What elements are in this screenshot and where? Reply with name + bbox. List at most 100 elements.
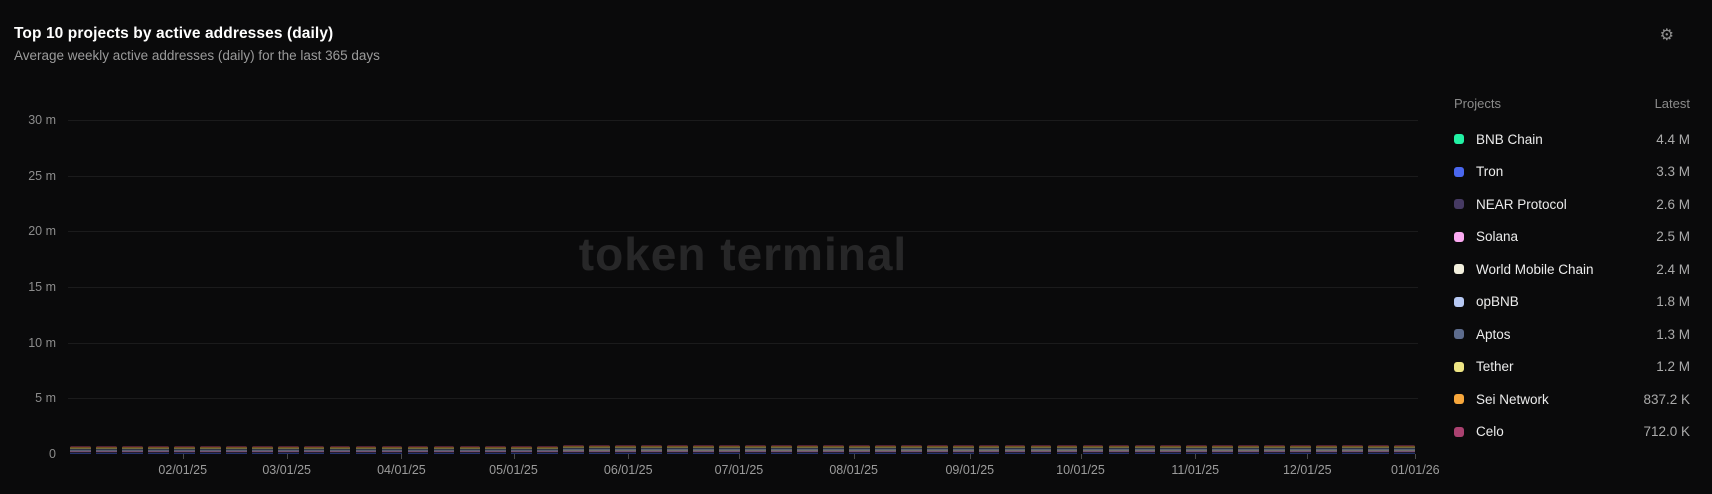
bar-week-43[interactable] bbox=[1160, 445, 1182, 454]
bar-segment-near-protocol bbox=[797, 452, 818, 453]
bar-segment-solana bbox=[1368, 451, 1389, 452]
bar-week-31[interactable] bbox=[848, 445, 870, 454]
bar-week-11[interactable] bbox=[329, 446, 351, 454]
legend-latest-value: 2.6 M bbox=[1656, 196, 1690, 212]
bar-segment-world-mobile-chain bbox=[1316, 450, 1337, 451]
bar-segment-solana bbox=[978, 451, 1000, 452]
bar-week-18[interactable] bbox=[511, 446, 533, 454]
legend-item-near-protocol[interactable]: NEAR Protocol 2.6 M bbox=[1454, 188, 1690, 221]
bar-segment-tether bbox=[485, 448, 507, 449]
bar-week-52[interactable] bbox=[1394, 445, 1415, 454]
bar-segment-world-mobile-chain bbox=[1108, 450, 1130, 451]
bar-week-9[interactable] bbox=[277, 446, 299, 454]
bar-week-41[interactable] bbox=[1108, 445, 1130, 454]
bar-week-3[interactable] bbox=[122, 446, 143, 454]
legend-item-bnb-chain[interactable]: BNB Chain 4.4 M bbox=[1454, 123, 1690, 156]
bar-week-15[interactable] bbox=[433, 446, 455, 454]
bar-week-16[interactable] bbox=[459, 446, 481, 454]
bar-segment-world-mobile-chain bbox=[641, 450, 662, 451]
legend-item-solana[interactable]: Solana 2.5 M bbox=[1454, 221, 1690, 254]
bar-segment-tron bbox=[1394, 453, 1415, 454]
bar-week-33[interactable] bbox=[900, 445, 922, 454]
bar-segment-aptos bbox=[1160, 448, 1182, 449]
bar-week-29[interactable] bbox=[797, 445, 818, 454]
bar-week-45[interactable] bbox=[1212, 445, 1234, 454]
bar-week-35[interactable] bbox=[952, 445, 974, 454]
legend-item-opbnb[interactable]: opBNB 1.8 M bbox=[1454, 286, 1690, 319]
bar-week-25[interactable] bbox=[693, 445, 714, 454]
bar-week-36[interactable] bbox=[978, 445, 1000, 454]
bar-week-46[interactable] bbox=[1238, 445, 1260, 454]
bar-segment-tron bbox=[797, 453, 818, 454]
bar-segment-sei-network bbox=[70, 447, 91, 448]
bar-week-10[interactable] bbox=[303, 446, 325, 454]
legend-item-tron[interactable]: Tron 3.3 M bbox=[1454, 156, 1690, 189]
x-tick-label: 06/01/25 bbox=[603, 463, 653, 477]
bar-week-21[interactable] bbox=[589, 445, 611, 454]
bar-segment-world-mobile-chain bbox=[615, 450, 637, 451]
bar-week-4[interactable] bbox=[147, 446, 169, 454]
bar-week-7[interactable] bbox=[225, 446, 247, 454]
bar-week-49[interactable] bbox=[1316, 445, 1337, 454]
bar-segment-tether bbox=[407, 448, 429, 449]
bar-segment-sei-network bbox=[900, 446, 922, 447]
bar-week-20[interactable] bbox=[563, 445, 585, 454]
bar-week-1[interactable] bbox=[70, 446, 91, 454]
bar-week-38[interactable] bbox=[1030, 445, 1052, 454]
bar-segment-aptos bbox=[978, 448, 1000, 449]
legend-item-aptos[interactable]: Aptos 1.3 M bbox=[1454, 318, 1690, 351]
bar-segment-celo bbox=[900, 445, 922, 446]
bar-week-14[interactable] bbox=[407, 446, 429, 454]
bar-week-28[interactable] bbox=[771, 445, 792, 454]
bar-week-39[interactable] bbox=[1056, 445, 1078, 454]
bar-week-27[interactable] bbox=[745, 445, 766, 454]
legend-item-world-mobile-chain[interactable]: World Mobile Chain 2.4 M bbox=[1454, 253, 1690, 286]
bar-week-40[interactable] bbox=[1082, 445, 1104, 454]
bar-week-34[interactable] bbox=[926, 445, 948, 454]
legend-item-tether[interactable]: Tether 1.2 M bbox=[1454, 351, 1690, 384]
legend: Projects Latest BNB Chain 4.4 M Tron 3.3 M N… bbox=[1440, 78, 1712, 494]
bar-segment-near-protocol bbox=[303, 452, 325, 453]
bar-segment-tron bbox=[874, 453, 896, 454]
bar-week-37[interactable] bbox=[1004, 445, 1026, 454]
bar-week-13[interactable] bbox=[381, 446, 403, 454]
bar-segment-opbnb bbox=[251, 450, 273, 451]
bar-week-32[interactable] bbox=[874, 445, 896, 454]
bar-week-2[interactable] bbox=[96, 446, 117, 454]
bar-segment-sei-network bbox=[1004, 446, 1026, 447]
bar-week-12[interactable] bbox=[355, 446, 377, 454]
bar-week-26[interactable] bbox=[719, 445, 740, 454]
bar-week-5[interactable] bbox=[173, 446, 195, 454]
bar-week-17[interactable] bbox=[485, 446, 507, 454]
x-tick bbox=[628, 454, 630, 459]
bar-week-42[interactable] bbox=[1134, 445, 1156, 454]
bar-segment-aptos bbox=[1134, 448, 1156, 449]
bar-week-47[interactable] bbox=[1264, 445, 1286, 454]
bar-week-50[interactable] bbox=[1342, 445, 1363, 454]
bar-week-19[interactable] bbox=[537, 446, 559, 454]
legend-item-celo[interactable]: Celo 712.0 K bbox=[1454, 416, 1690, 449]
bar-segment-celo bbox=[745, 445, 766, 446]
bar-week-51[interactable] bbox=[1368, 445, 1389, 454]
bar-segment-celo bbox=[1186, 445, 1208, 446]
bar-week-24[interactable] bbox=[667, 445, 688, 454]
bar-week-48[interactable] bbox=[1290, 445, 1312, 454]
bar-segment-near-protocol bbox=[900, 452, 922, 453]
bar-week-22[interactable] bbox=[615, 445, 637, 454]
bar-segment-sei-network bbox=[1342, 446, 1363, 447]
bar-segment-sei-network bbox=[822, 446, 844, 447]
bar-week-44[interactable] bbox=[1186, 445, 1208, 454]
legend-item-sei-network[interactable]: Sei Network 837.2 K bbox=[1454, 383, 1690, 416]
bar-segment-opbnb bbox=[381, 450, 403, 451]
bar-week-23[interactable] bbox=[641, 445, 662, 454]
bar-segment-opbnb bbox=[485, 450, 507, 451]
bar-segment-near-protocol bbox=[693, 452, 714, 453]
bar-week-30[interactable] bbox=[822, 445, 844, 454]
x-tick-label: 01/01/26 bbox=[1390, 463, 1440, 477]
settings-button[interactable]: ⚙ bbox=[1656, 24, 1678, 48]
x-tick bbox=[738, 454, 740, 459]
bar-segment-solana bbox=[225, 451, 247, 452]
bar-week-6[interactable] bbox=[199, 446, 221, 454]
bar-week-8[interactable] bbox=[251, 446, 273, 454]
bar-segment-tron bbox=[1108, 453, 1130, 454]
